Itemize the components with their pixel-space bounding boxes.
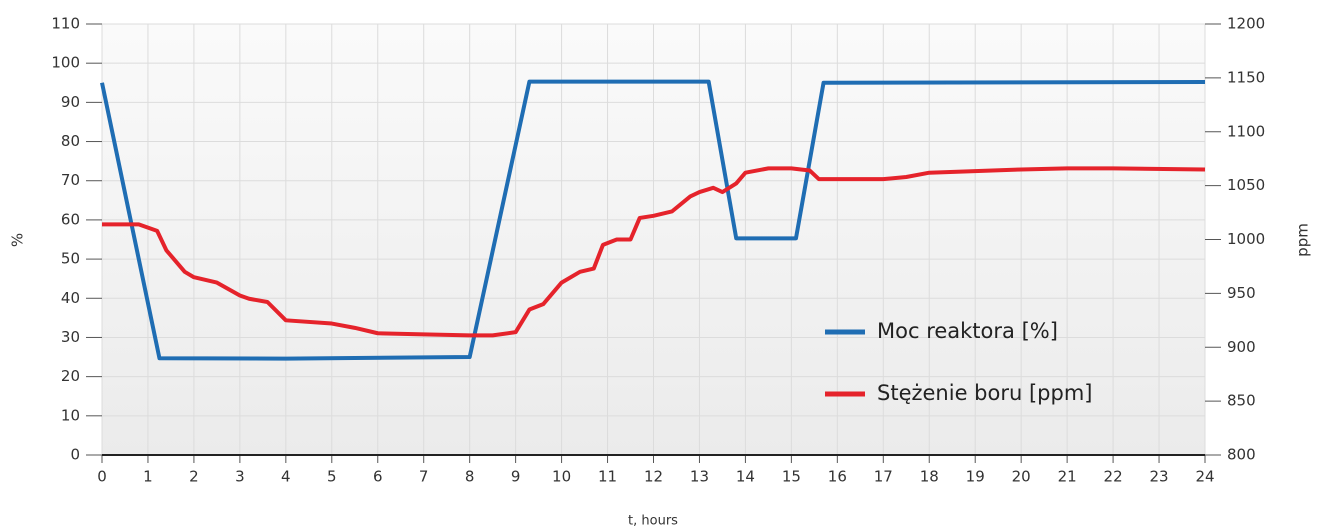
y-tick-label: 60 [61,210,80,228]
x-tick-label: 9 [511,468,521,486]
y-tick-label: 40 [61,289,80,307]
y2-tick-label: 1100 [1227,122,1265,140]
x-axis-label: t, hours [628,514,678,529]
y-tick-label: 110 [51,15,80,33]
x-tick-label: 15 [782,468,801,486]
x-tick-label: 16 [828,468,847,486]
x-tick-label: 11 [598,468,617,486]
x-tick-label: 12 [644,468,663,486]
x-tick-label: 0 [97,468,107,486]
x-tick-label: 20 [1012,468,1031,486]
x-tick-label: 17 [874,468,893,486]
x-tick-label: 10 [552,468,571,486]
x-tick-label: 7 [419,468,429,486]
x-tick-label: 22 [1104,468,1123,486]
y-tick-label: 70 [61,171,80,189]
x-tick-label: 1 [143,468,153,486]
y-tick-label: 10 [61,406,80,424]
y-tick-label: 20 [61,367,80,385]
y2-tick-label: 1150 [1227,68,1265,86]
x-tick-label: 14 [736,468,755,486]
x-tick-label: 21 [1058,468,1077,486]
y-tick-label: 50 [61,250,80,268]
y2-tick-label: 800 [1227,446,1256,464]
y-tick-label: 80 [61,132,80,150]
x-tick-label: 13 [690,468,709,486]
y2-tick-label: 1200 [1227,15,1265,33]
x-tick-label: 18 [920,468,939,486]
x-tick-label: 8 [465,468,475,486]
y2-axis-label: ppm [1294,223,1312,257]
x-tick-label: 4 [281,468,291,486]
y-tick-label: 90 [61,93,80,111]
y-tick-label: 30 [61,328,80,346]
x-tick-label: 24 [1195,468,1214,486]
y2-tick-label: 900 [1227,338,1256,356]
x-tick-label: 3 [235,468,245,486]
y2-tick-label: 1050 [1227,176,1265,194]
legend-label: Moc reaktora [%] [877,319,1058,343]
x-tick-label: 5 [327,468,337,486]
x-tick-label: 23 [1149,468,1168,486]
y2-tick-label: 950 [1227,284,1256,302]
legend-label: Stężenie boru [ppm] [877,381,1092,405]
series-line [102,166,1206,338]
series-line [100,79,1206,361]
y-axis-label: % [9,233,27,247]
y2-tick-label: 1000 [1227,230,1265,248]
x-tick-label: 2 [189,468,199,486]
y-tick-label: 100 [51,54,80,72]
y-tick-label: 0 [70,446,80,464]
x-tick-label: 19 [966,468,985,486]
y2-tick-label: 850 [1227,392,1256,410]
x-tick-label: 6 [373,468,383,486]
